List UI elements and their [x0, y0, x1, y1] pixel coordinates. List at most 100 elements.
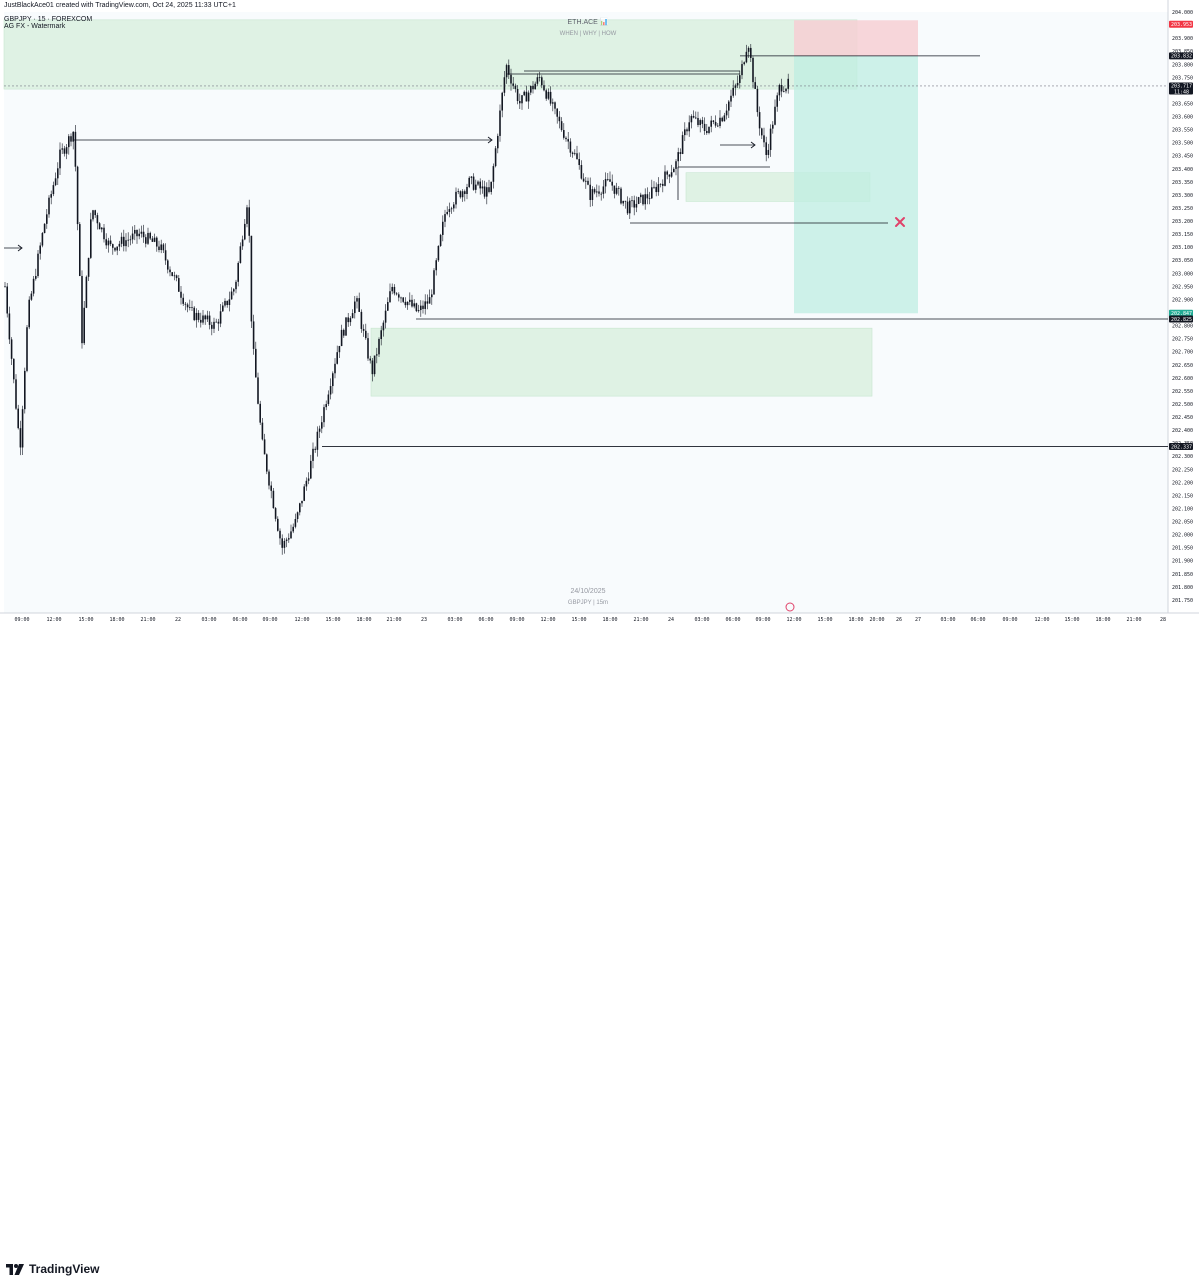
candle-body — [178, 278, 180, 292]
candle — [778, 83, 781, 101]
candle — [409, 292, 411, 306]
x-tick-label: 03:00 — [447, 617, 462, 623]
candle — [785, 87, 787, 94]
candle — [301, 500, 303, 507]
y-tick-label: 203.600 — [1172, 115, 1193, 121]
candle — [448, 202, 451, 218]
price-chart[interactable]: ETH.ACE 📊 WHEN | WHY | HOW 24/10/2025 GBPJP… — [0, 0, 1199, 628]
x-tick-label: 21:00 — [140, 617, 155, 623]
candle-body — [296, 512, 299, 520]
candle-body — [378, 339, 380, 355]
candle-body — [750, 47, 752, 58]
candle-body — [101, 227, 103, 230]
chart-header: JustBlackAce01 created with TradingView.… — [4, 2, 236, 30]
candle-body — [149, 232, 151, 239]
tradingview-logo[interactable]: TradingView — [6, 1262, 99, 1276]
candle — [618, 186, 620, 196]
candle-body — [68, 136, 70, 148]
candle — [382, 320, 385, 337]
candle-body — [402, 297, 404, 302]
candle — [712, 119, 715, 125]
watermark-brand: ETH.ACE 📊 — [568, 17, 609, 26]
candle-body — [659, 183, 662, 185]
candle-body — [640, 194, 642, 198]
candle-body — [327, 394, 330, 405]
candle — [673, 167, 675, 173]
candle — [277, 516, 279, 532]
candle-body — [453, 204, 455, 209]
candle-body — [670, 172, 673, 177]
candle-body — [116, 246, 118, 251]
candle — [114, 247, 116, 252]
price-label-countdown: 11:48 — [1174, 89, 1189, 95]
candle-body — [356, 298, 358, 302]
candle-body — [754, 82, 756, 89]
candle — [499, 104, 501, 142]
candle — [483, 180, 486, 199]
candle — [57, 162, 59, 186]
candle — [662, 179, 664, 193]
candle-body — [404, 301, 407, 306]
candle-body — [211, 324, 213, 329]
candle — [534, 81, 536, 90]
candle-body — [413, 303, 415, 307]
candle-body — [543, 85, 545, 91]
candle-body — [642, 194, 644, 205]
candle — [624, 200, 627, 209]
candle — [571, 151, 574, 158]
candle — [246, 204, 248, 228]
candle-body — [279, 530, 281, 539]
candle-body — [233, 289, 235, 292]
candle — [76, 165, 79, 231]
candle-body — [248, 207, 250, 236]
candle-body — [719, 117, 721, 127]
candle-body — [556, 108, 558, 117]
candle — [123, 229, 125, 252]
candle-body — [710, 120, 712, 127]
candle — [490, 181, 492, 195]
candle — [268, 469, 270, 490]
candle — [233, 287, 235, 296]
candle — [272, 488, 275, 509]
candle — [334, 358, 336, 379]
candle — [547, 88, 550, 101]
candle-body — [549, 91, 552, 104]
candle — [50, 190, 52, 205]
candle — [19, 420, 22, 456]
x-tick-label: 18:00 — [848, 617, 863, 623]
candle-body — [545, 90, 547, 99]
candle — [283, 538, 286, 554]
candle — [316, 426, 319, 457]
candle-body — [728, 101, 730, 111]
candle — [215, 318, 217, 323]
candle-body — [536, 77, 539, 84]
candle-body — [382, 322, 385, 331]
candle-body — [516, 88, 519, 102]
chart-area[interactable]: ETH.ACE 📊 WHEN | WHY | HOW 24/10/2025 GBPJP… — [0, 0, 1199, 633]
y-tick-label: 202.750 — [1172, 337, 1193, 343]
candle-body — [158, 246, 160, 251]
candle — [131, 226, 134, 244]
candle — [354, 296, 356, 319]
candle — [560, 117, 563, 132]
candle — [398, 292, 400, 302]
candle-body — [756, 88, 759, 113]
candle-body — [730, 95, 732, 102]
y-tick-label: 201.950 — [1172, 546, 1193, 552]
candle — [156, 236, 158, 252]
candle-body — [684, 129, 686, 136]
candle — [512, 77, 514, 89]
candle-body — [329, 386, 332, 395]
candle — [604, 172, 607, 194]
candle — [602, 180, 605, 199]
candle — [288, 533, 290, 543]
candle-body — [321, 422, 323, 429]
candle-body — [123, 236, 125, 247]
position-stop-zone — [794, 20, 918, 56]
candle-body — [714, 121, 717, 126]
candle — [26, 325, 28, 373]
candle-body — [492, 166, 495, 182]
x-tick-label: 21:00 — [1126, 617, 1141, 623]
candle — [756, 86, 759, 117]
candle — [241, 235, 244, 250]
